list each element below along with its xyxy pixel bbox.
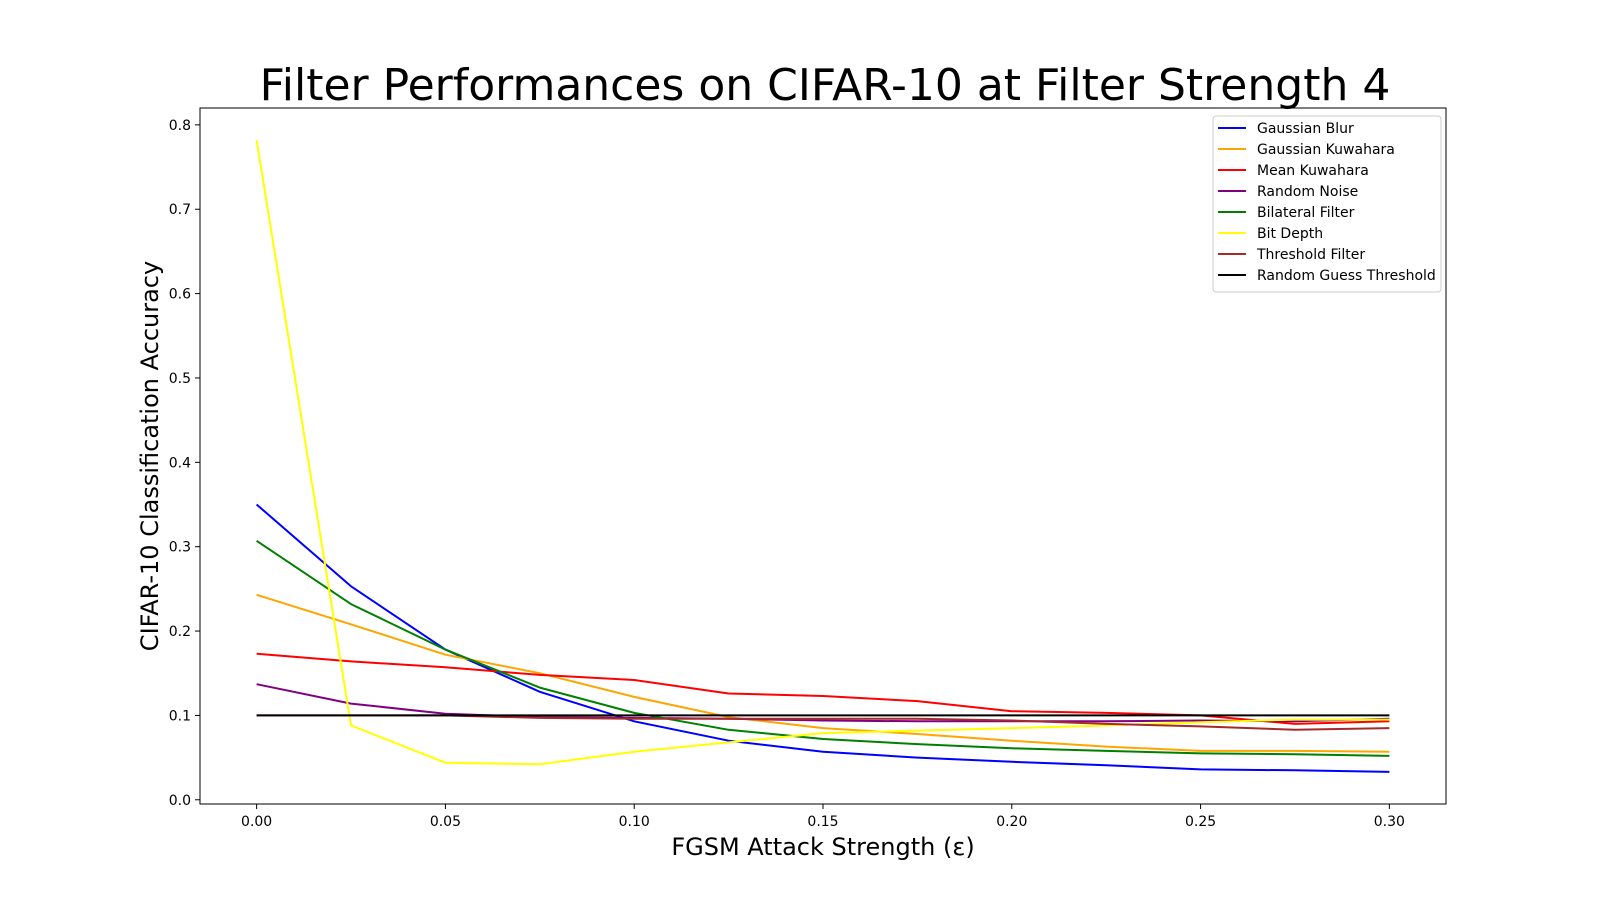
legend-item-bilateral-filter: Bilateral Filter (1218, 205, 1355, 221)
legend-label: Gaussian Blur (1257, 121, 1354, 137)
legend-label: Random Guess Threshold (1257, 268, 1436, 284)
legend-item-threshold-filter: Threshold Filter (1218, 247, 1365, 263)
y-tick-label: 0.0 (169, 793, 191, 809)
legend-label: Threshold Filter (1256, 247, 1365, 263)
chart-title: Filter Performances on CIFAR-10 at Filte… (260, 60, 1391, 111)
x-axis-label: FGSM Attack Strength (ε) (671, 833, 974, 861)
legend-item-random-guess-threshold: Random Guess Threshold (1218, 268, 1436, 284)
legend-label: Mean Kuwahara (1257, 163, 1369, 179)
y-tick-label: 0.6 (169, 287, 191, 303)
legend-label: Gaussian Kuwahara (1257, 142, 1395, 158)
series-line-random-noise (256, 683, 1390, 723)
y-tick-label: 0.1 (169, 708, 191, 724)
legend-label: Bilateral Filter (1257, 205, 1355, 221)
series-lines (255, 139, 1390, 773)
x-tick-label: 0.25 (1185, 814, 1216, 830)
y-tick-label: 0.8 (169, 118, 191, 134)
series-line-bilateral-filter (256, 539, 1390, 757)
x-tick-label: 0.10 (619, 814, 650, 830)
y-axis: 0.0 0.1 0.2 0.3 0.4 0.5 0.6 0.7 0.8 (169, 118, 200, 809)
x-tick-label: 0.30 (1374, 814, 1405, 830)
series-line-gaussian-blur (255, 503, 1390, 773)
y-axis-label: CIFAR-10 Classification Accuracy (136, 261, 164, 651)
legend-box (1212, 115, 1442, 293)
x-tick-label: 0.00 (241, 814, 272, 830)
y-tick-label: 0.4 (169, 455, 191, 471)
legend-label: Random Noise (1257, 184, 1358, 200)
x-tick-label: 0.20 (996, 814, 1027, 830)
y-tick-label: 0.2 (169, 624, 191, 640)
series-line-bit-depth (255, 139, 1390, 766)
x-tick-label: 0.05 (430, 814, 461, 830)
series-line-gaussian-kuwahara (256, 593, 1390, 753)
legend-item-random-noise: Random Noise (1218, 184, 1358, 200)
y-tick-label: 0.7 (169, 202, 191, 218)
y-tick-label: 0.5 (169, 371, 191, 387)
legend: Gaussian Blur Gaussian Kuwahara Mean Kuwah… (1212, 115, 1442, 293)
y-tick-label: 0.3 (169, 540, 191, 556)
legend-item-gaussian-blur: Gaussian Blur (1218, 121, 1354, 137)
legend-item-mean-kuwahara: Mean Kuwahara (1218, 163, 1369, 179)
x-tick-label: 0.15 (807, 814, 838, 830)
legend-label: Bit Depth (1257, 226, 1323, 242)
series-line-mean-kuwahara (256, 652, 1390, 725)
legend-item-bit-depth: Bit Depth (1218, 226, 1323, 242)
x-axis: 0.00 0.05 0.10 0.15 0.20 0.25 0.30 (241, 804, 1405, 830)
legend-item-gaussian-kuwahara: Gaussian Kuwahara (1218, 142, 1395, 158)
